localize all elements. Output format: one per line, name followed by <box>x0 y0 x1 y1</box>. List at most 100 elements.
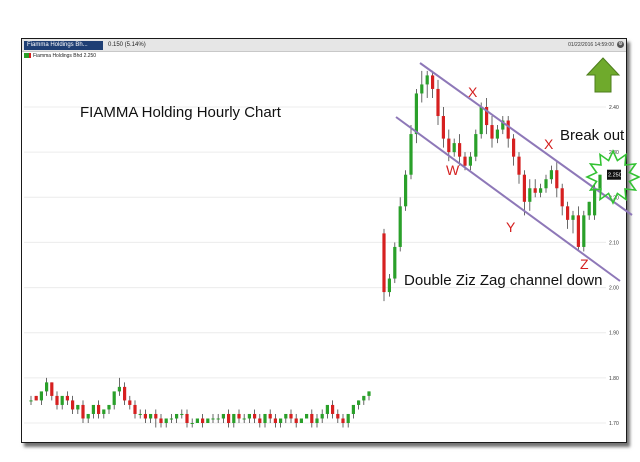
candle-body <box>555 170 559 189</box>
candle-body <box>289 413 293 419</box>
candle-body <box>549 170 553 180</box>
chart-title-annotation: FIAMMA Holding Hourly Chart <box>80 104 281 121</box>
candle-body <box>490 125 494 139</box>
candle-body <box>452 143 456 153</box>
candle-body <box>501 120 505 130</box>
candle-body <box>420 84 424 94</box>
candle-body <box>331 404 335 414</box>
candle-body <box>517 156 521 175</box>
candle-body <box>45 382 49 392</box>
candle-body <box>310 413 314 423</box>
candle-body <box>227 413 231 423</box>
candle-body <box>582 215 586 247</box>
y-tick-label: 2.20 <box>609 195 619 201</box>
channel-annotation: Double Ziz Zag channel down <box>404 272 603 289</box>
wave-label-w: W <box>446 162 460 178</box>
tab-bar: Fiamma Holdings Bh... 0.150 (5.14%) 01/2… <box>22 39 626 52</box>
candle-body <box>367 391 371 396</box>
legend-label: Fiamma Holdings Bhd 2.250 <box>33 53 97 59</box>
channel-lower-line <box>395 116 621 282</box>
y-tick-label: 1.90 <box>609 331 619 337</box>
candle-body <box>159 418 163 423</box>
candle-body <box>190 423 194 424</box>
candle-body <box>29 400 33 402</box>
candle-body <box>522 174 526 202</box>
candle-body <box>76 404 80 410</box>
candle-body <box>336 413 340 419</box>
chart-window: Fiamma Holdings Bh... 0.150 (5.14%) 01/2… <box>21 38 627 443</box>
candle-body <box>185 413 189 423</box>
candle-body <box>273 418 277 423</box>
candle-body <box>458 143 462 157</box>
y-tick-label: 1.80 <box>609 376 619 382</box>
candle-body <box>414 93 418 135</box>
candle-body <box>175 413 179 419</box>
candle-body <box>544 179 548 189</box>
candle-body <box>479 107 483 135</box>
up-arrow-icon <box>585 57 621 93</box>
candle-body <box>34 395 38 401</box>
candle-body <box>485 107 489 126</box>
candle-body <box>351 404 355 414</box>
candle-body <box>81 404 85 419</box>
candle-body <box>533 188 537 193</box>
candle-body <box>133 404 137 414</box>
candle-body <box>279 418 283 423</box>
candle-body <box>268 413 272 419</box>
candle-body <box>587 201 591 216</box>
candle-body <box>409 134 413 175</box>
candle-body <box>216 418 220 420</box>
candle-body <box>128 400 132 405</box>
candle-legend-icon <box>24 53 31 59</box>
candle-body <box>566 206 570 220</box>
candle-body <box>357 400 361 405</box>
candle-body <box>495 129 499 139</box>
tab-fiamma-holdings[interactable]: Fiamma Holdings Bh... <box>24 41 103 50</box>
candle-body <box>253 413 257 419</box>
candle-body <box>154 413 158 419</box>
candle-body <box>425 75 429 85</box>
candle-body <box>86 413 90 419</box>
y-tick-label: 1.70 <box>609 421 619 427</box>
candle-body <box>404 174 408 207</box>
candle-body <box>164 418 168 423</box>
candle-body <box>117 386 121 392</box>
candle-body <box>263 413 267 423</box>
candle-body <box>55 395 59 405</box>
candle-body <box>138 413 142 415</box>
settings-icon[interactable]: ⚙ <box>617 41 624 48</box>
candle-body <box>341 418 345 423</box>
candle-body <box>91 404 95 414</box>
wave-label-y: Y <box>506 219 516 235</box>
candle-body <box>97 404 101 414</box>
candle-body <box>294 418 298 423</box>
breakout-burst <box>585 149 640 205</box>
candle-body <box>201 418 205 423</box>
candle-body <box>463 156 467 166</box>
candle-body <box>398 206 402 247</box>
y-tick-label: 2.10 <box>609 240 619 246</box>
breakout-annotation: Break out <box>560 127 625 144</box>
candle-body <box>232 413 236 423</box>
last-price-tag <box>607 169 621 180</box>
candle-body <box>65 395 69 401</box>
candle-body <box>112 391 116 405</box>
series-legend: Fiamma Holdings Bhd 2.250 <box>24 53 96 59</box>
timestamp-label: 01/22/2016 14:59:00 <box>568 42 614 48</box>
candle-body <box>393 246 397 279</box>
candle-body <box>50 382 54 396</box>
candle-body <box>315 418 319 423</box>
candle-body <box>447 138 451 153</box>
candle-body <box>247 413 251 419</box>
candle-body <box>71 400 75 410</box>
y-tick-label: 2.00 <box>609 286 619 292</box>
candle-body <box>539 188 543 193</box>
candle-body <box>576 215 580 247</box>
candle-body <box>107 404 111 410</box>
candle-body <box>325 404 329 414</box>
candle-body <box>387 278 391 293</box>
candle-body <box>284 413 288 419</box>
candle-body <box>180 413 184 415</box>
candle-body <box>528 188 532 202</box>
